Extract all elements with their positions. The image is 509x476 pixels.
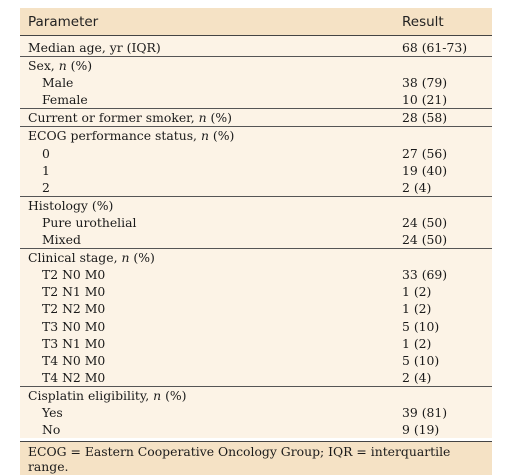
row-label: Yes — [42, 404, 63, 420]
row-value: 2 (4) — [402, 179, 432, 195]
table-row: Pure urothelial 24 (50) — [20, 214, 492, 231]
table-row: Mixed 24 (50) — [20, 231, 492, 250]
row-value: 24 (50) — [402, 214, 448, 230]
table-row: No 9 (19) — [20, 421, 492, 438]
row-value: 2 (4) — [402, 369, 432, 385]
footnote-text: ECOG = Eastern Cooperative Oncology Grou… — [28, 443, 451, 474]
table-row: ECOG performance status, n (%) — [20, 127, 492, 144]
table-row: Clinical stage, n (%) — [20, 249, 492, 266]
table-row: Yes 39 (81) — [20, 404, 492, 421]
baseline-characteristics-table: Parameter Result Median age, yr (IQR) 68 … — [20, 8, 492, 476]
row-value: 39 (81) — [402, 404, 448, 420]
row-value: 5 (10) — [402, 318, 440, 334]
table-row: T3 N0 M0 5 (10) — [20, 318, 492, 335]
row-value: 33 (69) — [402, 267, 448, 283]
table-row: Median age, yr (IQR) 68 (61-73) — [20, 39, 492, 58]
row-label: Clinical stage, n (%) — [28, 250, 155, 266]
row-label: T3 N1 M0 — [42, 335, 106, 351]
row-value: 9 (19) — [402, 422, 440, 438]
row-value: 5 (10) — [402, 352, 440, 368]
table-row: T4 N2 M0 2 (4) — [20, 369, 492, 387]
row-label: ECOG performance status, n (%) — [28, 128, 235, 144]
row-value: 68 (61-73) — [402, 40, 468, 55]
row-label: Median age, yr (IQR) — [28, 40, 161, 55]
table-footnote: ECOG = Eastern Cooperative Oncology Grou… — [20, 441, 492, 476]
table-row: Current or former smoker, n (%) 28 (58) — [20, 109, 492, 128]
table-row: T2 N2 M0 1 (2) — [20, 300, 492, 317]
table-row: Male 38 (79) — [20, 74, 492, 91]
table-row: T4 N0 M0 5 (10) — [20, 352, 492, 369]
header-parameter: Parameter — [28, 13, 99, 30]
row-value: 1 (2) — [402, 301, 432, 317]
row-label: 0 — [42, 145, 50, 161]
table-row: Histology (%) — [20, 197, 492, 214]
row-value: 27 (56) — [402, 145, 448, 161]
row-value: 38 (79) — [402, 75, 448, 91]
table-row: 2 2 (4) — [20, 179, 492, 197]
header-result: Result — [402, 13, 444, 30]
table-row: 1 19 (40) — [20, 162, 492, 179]
table-row: Female 10 (21) — [20, 91, 492, 110]
row-label: Mixed — [42, 232, 81, 248]
row-label: Current or former smoker, n (%) — [28, 110, 232, 126]
row-label: T4 N0 M0 — [42, 352, 106, 368]
row-label: 1 — [42, 162, 50, 178]
table-row: 0 27 (56) — [20, 145, 492, 162]
row-label: Female — [42, 92, 88, 108]
row-value: 10 (21) — [402, 92, 448, 108]
row-value: 24 (50) — [402, 232, 448, 248]
row-label: Histology (%) — [28, 197, 114, 213]
row-label: Pure urothelial — [42, 214, 137, 230]
row-label: Cisplatin eligibility, n (%) — [28, 387, 187, 403]
row-label: No — [42, 422, 61, 438]
row-label: 2 — [42, 179, 50, 195]
row-label: T4 N2 M0 — [42, 369, 106, 385]
table-row: Cisplatin eligibility, n (%) — [20, 387, 492, 404]
row-label: T2 N1 M0 — [42, 284, 106, 300]
table-row: Sex, n (%) — [20, 57, 492, 74]
row-value: 28 (58) — [402, 110, 448, 126]
row-value: 1 (2) — [402, 335, 432, 351]
table-body: Median age, yr (IQR) 68 (61-73) Sex, n (%… — [20, 36, 492, 439]
row-label: Sex, n (%) — [28, 58, 93, 74]
table-row: T2 N0 M0 33 (69) — [20, 266, 492, 283]
row-label: T3 N0 M0 — [42, 318, 106, 334]
row-label: T2 N0 M0 — [42, 267, 106, 283]
row-value: 19 (40) — [402, 162, 448, 178]
table-header: Parameter Result — [20, 8, 492, 36]
table-row: T3 N1 M0 1 (2) — [20, 335, 492, 352]
row-label: Male — [42, 75, 74, 91]
table-row: T2 N1 M0 1 (2) — [20, 283, 492, 300]
row-value: 1 (2) — [402, 284, 432, 300]
row-label: T2 N2 M0 — [42, 301, 106, 317]
